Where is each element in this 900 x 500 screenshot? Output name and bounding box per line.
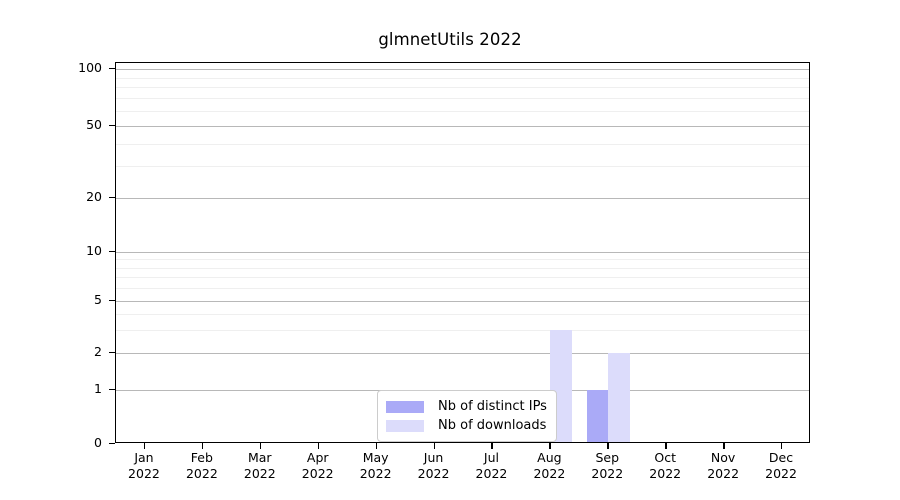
gridline-minor <box>116 313 809 315</box>
x-tick-year: 2022 <box>765 465 797 481</box>
x-tick-month: Oct <box>654 450 677 465</box>
legend-item[interactable]: Nb of distinct IPs <box>386 397 547 416</box>
legend-label: Nb of distinct IPs <box>438 399 547 414</box>
x-tick-label: Feb 2022 <box>167 450 237 481</box>
x-tick-year: 2022 <box>707 465 740 481</box>
x-tick-year: 2022 <box>128 465 160 481</box>
bar <box>586 390 609 442</box>
x-tick-month: Jul <box>483 450 499 465</box>
x-tick-mark <box>375 443 378 449</box>
x-tick-mark <box>665 443 667 449</box>
x-tick-year: 2022 <box>591 465 624 481</box>
plot-area <box>115 62 810 443</box>
x-tick-year: 2022 <box>243 465 276 481</box>
y-tick-label: 100 <box>78 60 102 75</box>
x-tick-year: 2022 <box>359 465 392 481</box>
y-tick-label: 20 <box>86 189 102 204</box>
x-tick-mark <box>607 443 609 449</box>
gridline-minor <box>116 277 809 279</box>
x-tick-mark <box>143 443 146 449</box>
x-tick-mark <box>723 443 725 449</box>
y-tick-label: 0 <box>94 435 102 450</box>
y-tick-label: 1 <box>94 381 102 396</box>
y-tick-mark <box>109 197 115 199</box>
x-tick-year: 2022 <box>475 465 508 481</box>
gridline-minor <box>116 143 809 145</box>
x-tick-label: Jan 2022 <box>109 450 179 481</box>
x-tick-month: Mar <box>247 450 272 465</box>
x-tick-year: 2022 <box>533 465 566 481</box>
x-tick-label: Mar 2022 <box>225 450 295 481</box>
x-tick-label: Sep 2022 <box>572 450 642 481</box>
gridline-major <box>116 198 809 199</box>
y-tick-mark <box>109 68 115 70</box>
x-tick-label: Aug 2022 <box>514 450 584 481</box>
x-tick-mark <box>201 443 204 449</box>
legend-swatch-icon <box>386 419 424 432</box>
x-tick-label: Jul 2022 <box>456 450 526 481</box>
gridline-major <box>116 301 809 302</box>
gridline-major <box>116 353 809 354</box>
legend-swatch-icon <box>386 400 424 413</box>
legend-item[interactable]: Nb of downloads <box>386 416 547 435</box>
x-tick-year: 2022 <box>649 465 682 481</box>
y-tick-mark <box>109 251 115 253</box>
y-tick-mark <box>109 389 115 391</box>
x-tick-year: 2022 <box>417 465 450 481</box>
y-axis: 0 1 2 5 10 20 50 100 <box>60 60 115 449</box>
x-tick-mark <box>491 443 493 449</box>
chart-title: glmnetUtils 2022 <box>378 30 522 49</box>
y-tick-mark <box>109 300 115 302</box>
x-tick-month: Sep <box>595 450 620 465</box>
x-tick-mark <box>433 443 435 449</box>
x-tick-month: Jun <box>423 450 444 465</box>
gridline-minor <box>116 98 809 100</box>
x-tick-mark <box>781 443 783 449</box>
x-tick-month: Dec <box>768 450 794 465</box>
chart-legend: Nb of distinct IPs Nb of downloads <box>377 390 557 442</box>
y-tick-label: 5 <box>94 292 102 307</box>
x-tick-label: Oct 2022 <box>630 450 700 481</box>
x-tick-label: May 2022 <box>341 450 411 481</box>
gridline-minor <box>116 77 809 79</box>
y-tick-label: 50 <box>86 117 102 132</box>
bar <box>608 353 630 442</box>
x-tick-month: Aug <box>537 450 562 465</box>
y-tick-label: 2 <box>94 344 102 359</box>
x-tick-month: Feb <box>190 450 213 465</box>
legend-label: Nb of downloads <box>438 418 547 433</box>
x-tick-year: 2022 <box>185 465 218 481</box>
x-tick-month: May <box>362 450 389 465</box>
gridline-minor <box>116 267 809 269</box>
x-tick-label: Nov 2022 <box>688 450 758 481</box>
x-tick-mark <box>317 443 320 449</box>
x-tick-year: 2022 <box>301 465 334 481</box>
gridline-minor <box>116 87 809 89</box>
gridline-major <box>116 69 809 70</box>
gridline-major <box>116 126 809 127</box>
x-axis: Jan 2022 Feb 2022 Mar 2022 Apr 2022 May 2022 Jun 20… <box>115 443 810 498</box>
x-tick-month: Apr <box>306 450 329 465</box>
y-tick-mark <box>109 352 115 354</box>
gridline-minor <box>116 111 809 112</box>
y-tick-label: 10 <box>86 243 102 258</box>
y-tick-mark <box>109 443 115 445</box>
x-tick-month: Nov <box>710 450 736 465</box>
gridline-major <box>116 252 809 253</box>
gridline-minor <box>116 329 809 331</box>
x-tick-mark <box>549 443 551 449</box>
x-tick-label: Dec 2022 <box>746 450 816 481</box>
x-tick-label: Jun 2022 <box>399 450 469 481</box>
y-tick-mark <box>109 125 115 127</box>
gridline-minor <box>116 259 809 261</box>
x-tick-mark <box>259 443 262 449</box>
x-tick-label: Apr 2022 <box>283 450 353 481</box>
gridline-minor <box>116 166 809 168</box>
x-tick-month: Jan <box>134 450 154 465</box>
gridline-minor <box>116 288 809 290</box>
